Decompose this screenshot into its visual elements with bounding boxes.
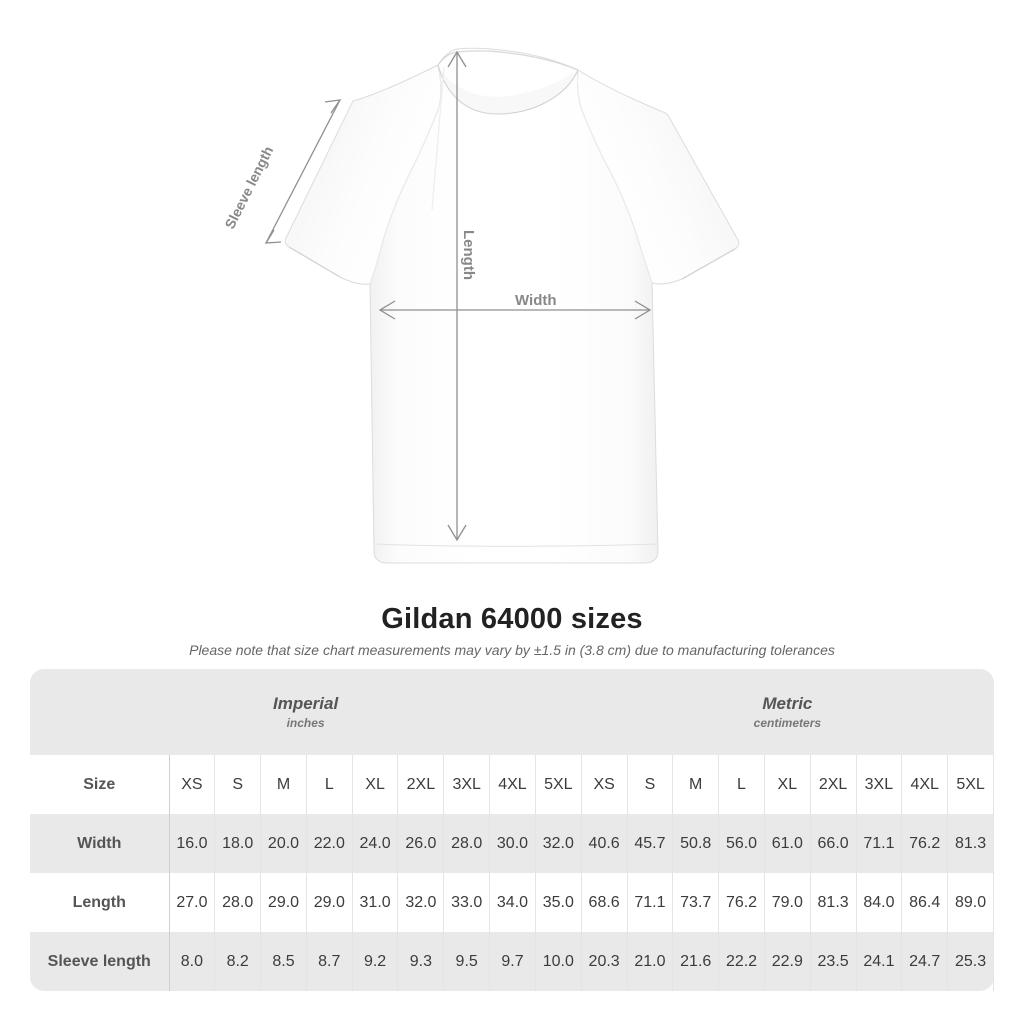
svg-text:Length: Length (460, 230, 477, 280)
svg-text:Width: Width (515, 292, 557, 309)
svg-text:Sleeve length: Sleeve length (221, 144, 276, 232)
